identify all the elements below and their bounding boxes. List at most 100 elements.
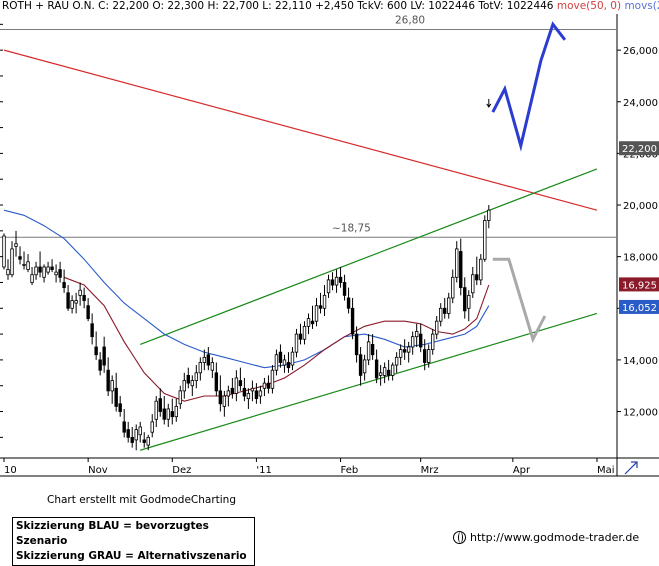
candle-body [471,274,475,294]
candle-body [182,380,186,392]
candle-body [14,243,18,247]
candle-body [459,251,463,289]
candle-body [298,333,303,340]
candle-body [410,336,415,348]
candle-body [310,320,315,325]
candle-body [54,271,58,276]
candle-body [118,403,122,412]
horizontal-level-label: ~18,75 [332,222,371,234]
x-tick-label: '11 [256,465,271,476]
candle-body [230,387,235,394]
candle-body [206,354,211,366]
website-link[interactable]: http://www.godmode-trader.de [453,531,639,544]
candle-body [266,382,271,389]
candle-body [302,325,307,340]
candle-body [78,289,82,296]
header-ma50-label: move(50, 0) [556,0,622,12]
candle-body [114,387,118,407]
candle-body [479,258,483,281]
x-tick-label: Nov [88,465,108,476]
candle-body [58,269,62,278]
candle-body [322,294,327,309]
plot-area [0,14,617,458]
candle-body [306,318,311,327]
chart-header: ROTH + RAU O.N. C: 22,200 O: 22,300 H: 2… [2,0,659,12]
candle-body [38,266,42,273]
candle-body [90,323,94,338]
candle-body [346,297,351,309]
candle-body [262,382,267,389]
candle-body [270,369,275,389]
header-quote-text: ROTH + RAU O.N. C: 22,200 O: 22,300 H: 2… [2,0,554,12]
price-label-box [619,277,659,292]
candle-body [286,362,291,369]
candle-body [475,274,479,281]
candle-body [282,359,287,366]
candle-body [374,359,379,379]
candle-body [439,307,443,322]
price-label-text: 16,052 [622,303,657,314]
candle-body [250,387,255,392]
candle-body [447,297,451,314]
candle-body [426,349,431,363]
x-tick-label: Feb [341,465,359,476]
candle-body [34,266,38,276]
candle-body [370,344,375,356]
price-label-text: 16,925 [622,280,657,291]
candle-body [278,351,283,363]
candle-body [190,380,195,387]
candle-body [394,356,399,366]
candle-body [378,372,383,376]
scenario-grey-path [492,257,547,344]
candle-body [74,300,78,304]
y-tick-label: 24,000 [623,98,658,109]
candle-body [170,411,174,418]
candle-body [487,209,491,221]
candle-body [94,346,98,356]
candle-body [86,305,90,320]
candle-body [382,367,387,376]
channel-lower-line [140,312,598,451]
candle-body [254,390,259,400]
y-tick-label: 18,000 [623,253,658,264]
candle-body [98,359,102,371]
x-tick-label: Apr [513,465,531,476]
corner-arrow-icon [624,461,638,475]
website-url: http://www.godmode-trader.de [470,531,640,544]
resistance-trendline [3,49,598,211]
channel-upper-line [140,168,598,345]
candle-body [166,408,170,420]
candle-body [406,346,411,353]
candle-body [174,405,178,418]
candle-body [334,276,339,286]
scenario-blue-path [491,21,567,152]
candle-body [402,349,407,353]
header-ma20-label: movs(20, 0) [624,0,659,12]
candle-body [134,429,138,441]
candle-body [358,354,363,376]
candle-body [455,248,459,278]
x-tick-label: Mrz [421,465,439,476]
y-tick-label: 14,000 [623,356,658,367]
candle-body [214,372,219,392]
x-tick-label: 10 [4,465,17,476]
candle-body [274,354,279,371]
candle-body [242,387,247,397]
candle-body [26,261,30,270]
candle-body [422,349,427,363]
candle-body [290,351,295,366]
candle-body [122,421,126,433]
candle-body [386,369,391,376]
y-tick-label: 20,000 [623,201,658,212]
y-tick-label: 12,000 [623,408,658,419]
candle-body [350,307,355,335]
candle-body [366,341,371,361]
candle-body [294,333,299,353]
candle-body [463,287,467,312]
candle-body [2,235,6,268]
candle-body [42,266,46,278]
candle-body [222,395,227,407]
candle-body [158,398,162,412]
candle-body [390,364,395,376]
